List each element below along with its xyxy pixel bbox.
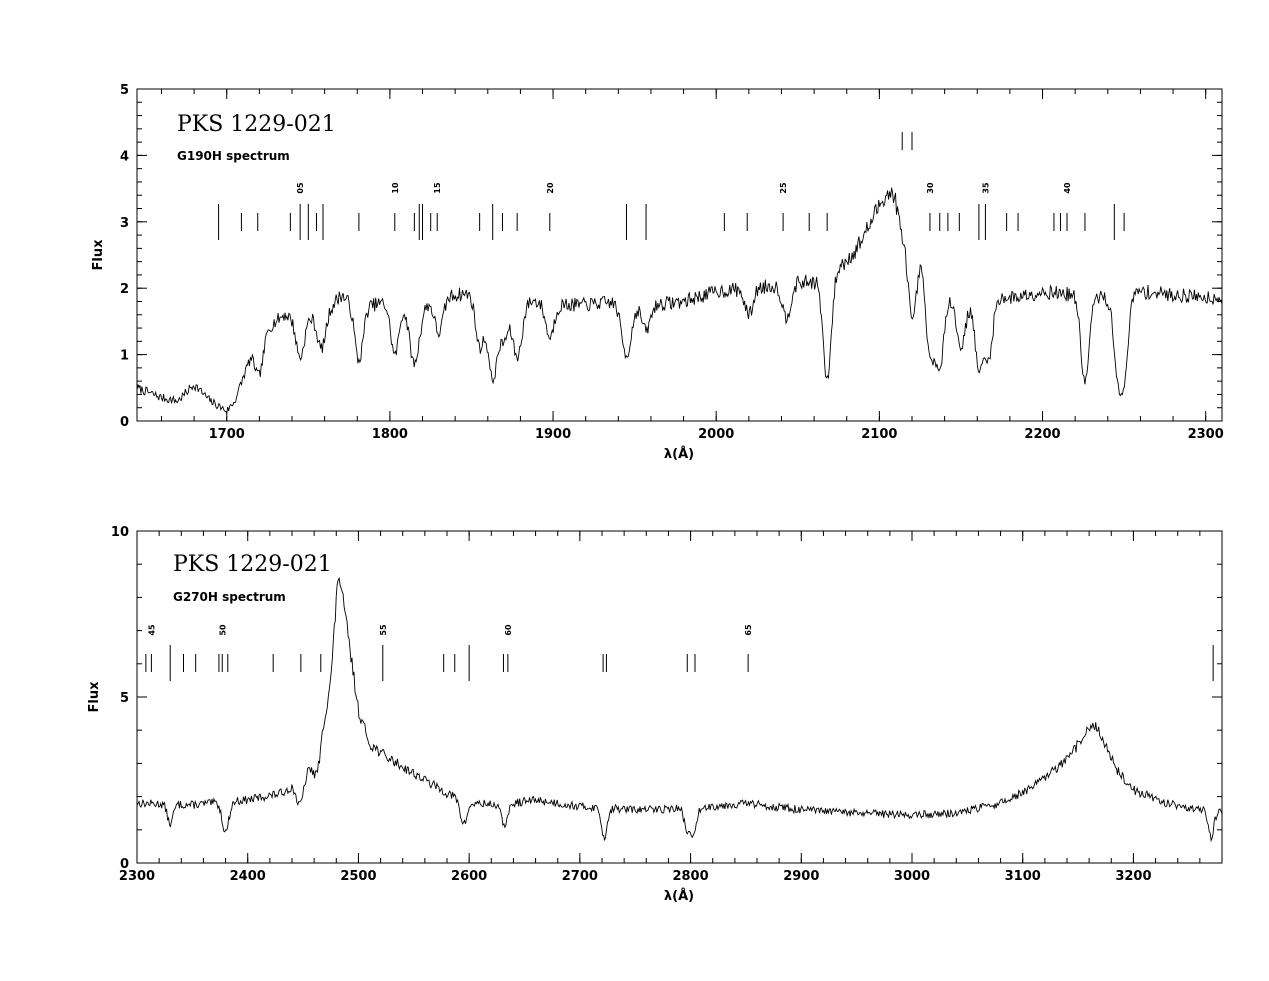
x-axis-label: λ(Å) xyxy=(664,446,694,462)
y-tick-label: 4 xyxy=(120,149,129,164)
x-tick-label: 2500 xyxy=(340,869,376,884)
line-markers: 05 10 15 20 25 30 35 40 xyxy=(218,132,1125,240)
y-axis-label: Flux xyxy=(87,681,102,713)
line-marker-label: 40 xyxy=(1063,182,1072,194)
y-tick-label: 5 xyxy=(120,691,129,706)
line-marker-label: 05 xyxy=(296,182,305,194)
line-markers: 45 50 55 60 65 xyxy=(145,624,1214,681)
spectrum-subtitle: G190H spectrum xyxy=(177,149,290,163)
line-marker-label: 15 xyxy=(433,182,442,194)
line-marker-label: 30 xyxy=(926,182,935,194)
line-marker-label: 50 xyxy=(218,624,227,636)
spectrum-subtitle: G270H spectrum xyxy=(173,590,286,604)
x-tick-label: 3100 xyxy=(1005,869,1041,884)
x-axis-label: λ(Å) xyxy=(664,888,694,904)
y-tick-label: 2 xyxy=(120,282,129,297)
x-tick-label: 2800 xyxy=(672,869,708,884)
object-title: PKS 1229-021 xyxy=(177,112,336,137)
x-tick-label: 3200 xyxy=(1115,869,1151,884)
line-marker-label: 20 xyxy=(546,182,555,194)
x-tick-label: 2300 xyxy=(119,869,155,884)
line-marker-label: 55 xyxy=(379,624,388,636)
x-tick-label: 2000 xyxy=(698,427,734,442)
y-tick-label: 1 xyxy=(120,349,129,364)
x-tick-label: 2200 xyxy=(1024,427,1060,442)
panel-g270h: 2300 2400 2500 2600 2700 2800 2900 3000 3100 3200… xyxy=(87,525,1223,904)
line-marker-label: 10 xyxy=(391,182,400,194)
x-tick-label: 2900 xyxy=(783,869,819,884)
y-axis-label: Flux xyxy=(91,239,106,271)
tick-marks: 1700 1800 1900 2000 2100 2200 2300 0 1 2 3 4 5 xyxy=(120,83,1224,442)
line-marker-label: 35 xyxy=(981,182,990,194)
y-tick-label: 5 xyxy=(120,83,129,98)
x-tick-label: 2600 xyxy=(451,869,487,884)
y-tick-label: 10 xyxy=(111,525,129,540)
y-tick-label: 0 xyxy=(120,857,129,872)
x-tick-label: 3000 xyxy=(894,869,930,884)
x-tick-label: 2100 xyxy=(861,427,897,442)
plot-frame xyxy=(136,530,1223,864)
line-marker-label: 60 xyxy=(504,624,513,636)
x-tick-label: 2300 xyxy=(1188,427,1224,442)
spectrum-line xyxy=(136,576,1223,843)
line-marker-label: 65 xyxy=(744,624,753,636)
x-tick-label: 1700 xyxy=(209,427,245,442)
plot-frame xyxy=(136,88,1223,422)
y-tick-label: 0 xyxy=(120,415,129,430)
x-tick-label: 2700 xyxy=(562,869,598,884)
spectrum-line xyxy=(136,187,1223,415)
tick-marks: 2300 2400 2500 2600 2700 2800 2900 3000 3100 3200… xyxy=(111,525,1223,884)
y-tick-label: 3 xyxy=(120,216,129,231)
object-title: PKS 1229-021 xyxy=(173,552,332,577)
line-marker-label: 25 xyxy=(779,182,788,194)
line-marker-label: 45 xyxy=(147,624,156,636)
x-tick-label: 1800 xyxy=(372,427,408,442)
x-tick-label: 1900 xyxy=(535,427,571,442)
x-tick-label: 2400 xyxy=(230,869,266,884)
